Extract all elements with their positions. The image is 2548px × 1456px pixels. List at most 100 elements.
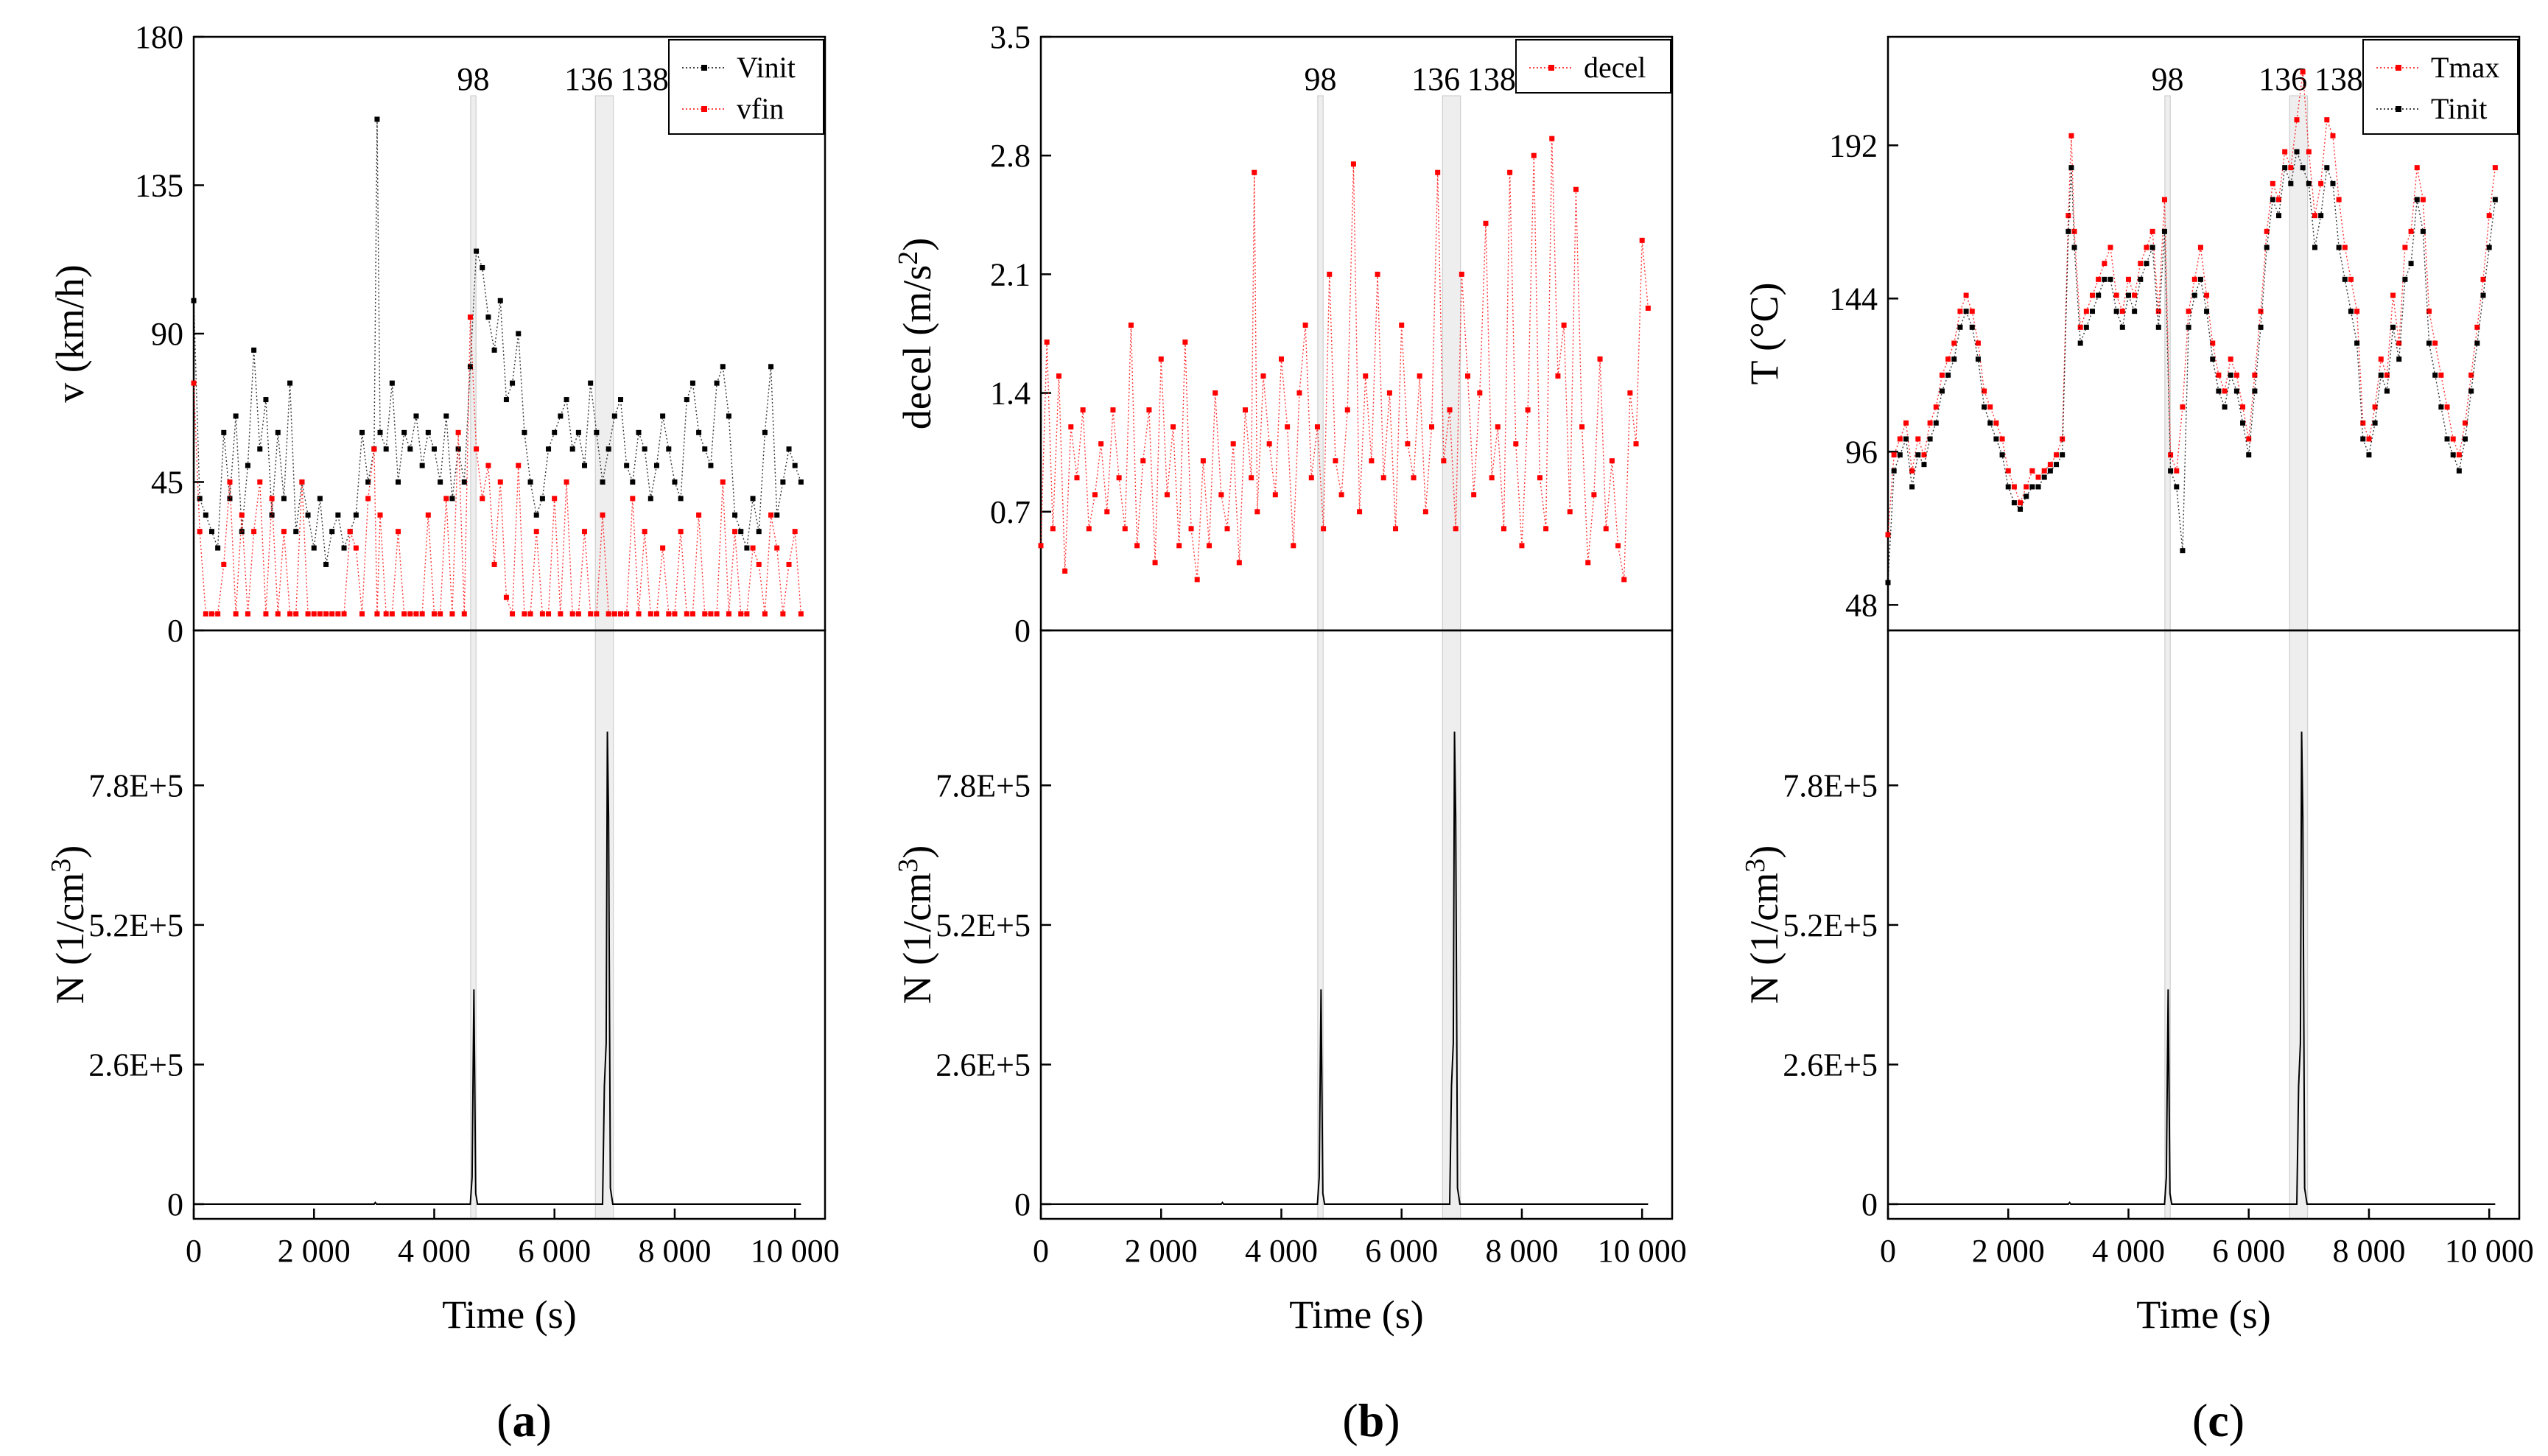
data-point [1357,509,1363,515]
x-tick-label: 2 000 [1972,1233,2045,1269]
data-point [636,611,642,617]
data-point [2029,484,2035,490]
data-point [257,479,263,485]
data-point [2168,452,2174,458]
data-point [449,611,455,617]
series-line [1887,71,2496,535]
data-point [558,413,564,419]
data-point [2318,180,2324,186]
data-point [606,611,611,617]
series-Tmax [1885,69,2498,538]
data-point [666,611,672,617]
data-point [726,611,731,617]
data-point [1982,388,1987,394]
y-tick-label: 180 [135,19,183,55]
data-point [2312,213,2317,219]
data-point [575,429,581,435]
data-point [756,529,762,535]
data-point [491,561,497,567]
x-tick-label: 10 000 [1598,1233,1687,1269]
data-point [305,512,311,518]
data-point [1285,424,1291,430]
series-vfin [191,314,804,617]
data-point [2096,292,2102,298]
data-point [774,545,780,551]
event-band [1442,95,1461,1220]
y-axis-title-sup: 3 [893,859,924,873]
data-point [1380,475,1386,481]
data-point [642,529,647,535]
data-point [1573,186,1579,192]
data-point [2005,484,2011,490]
data-point [582,529,588,535]
data-point [1243,407,1249,413]
data-point [2342,245,2348,250]
data-point [1597,356,1603,362]
data-point [684,611,689,617]
y-tick-label: 2.6E+5 [936,1047,1031,1083]
data-point [2336,197,2342,203]
data-point [208,611,214,617]
data-point [660,413,666,419]
data-point [2463,436,2468,442]
data-point [617,611,623,617]
data-point [2444,404,2450,410]
data-point [546,446,552,452]
data-point [2107,276,2113,282]
data-point [636,429,642,435]
data-point [1411,475,1417,481]
y-axis-title-end: ) [1742,845,1786,859]
data-point [1386,390,1392,396]
data-point [341,611,347,617]
legend-box [668,39,824,135]
y-axis-title-sup: 2 [893,251,924,265]
data-point [2132,292,2138,298]
data-point [2090,309,2096,314]
data-point [2161,197,2167,203]
data-point [269,496,275,502]
data-point [1903,436,1909,442]
data-point [2138,276,2144,282]
data-point [2119,309,2125,314]
data-point [744,545,750,551]
data-point [1921,452,1927,458]
data-point [768,512,774,518]
data-point [2438,404,2444,410]
data-point [527,479,533,485]
y-tick-label: 2.6E+5 [1783,1047,1878,1083]
data-point [2468,372,2474,378]
data-point [1321,526,1327,532]
data-point [2180,404,2186,410]
data-point [630,496,636,502]
data-point [2011,500,2017,506]
data-point [467,364,473,370]
data-point [1945,372,1951,378]
data-point [2264,245,2270,250]
data-point [2113,309,2119,314]
data-point [2083,309,2089,314]
data-point [2035,474,2041,480]
data-point [1074,475,1080,481]
x-tick-label: 2 000 [1125,1233,1198,1269]
data-point [1999,436,2005,442]
data-point [1207,543,1212,549]
data-point [1627,390,1633,396]
data-point [1495,424,1501,430]
data-point [2276,197,2282,203]
data-point [1525,407,1531,413]
data-point [2155,324,2161,330]
y-tick-label: 5.2E+5 [1783,907,1878,943]
data-point [353,545,359,551]
data-point [1543,526,1549,532]
data-point [1885,532,1891,538]
data-point [335,611,341,617]
data-point [1933,420,1939,426]
event-band [2289,95,2309,1220]
data-point [383,611,389,617]
bottom-plot-frame [192,629,826,1220]
data-point [564,479,569,485]
data-point [689,380,695,386]
data-point [762,429,768,435]
data-point [1344,407,1350,413]
data-point [539,496,545,502]
